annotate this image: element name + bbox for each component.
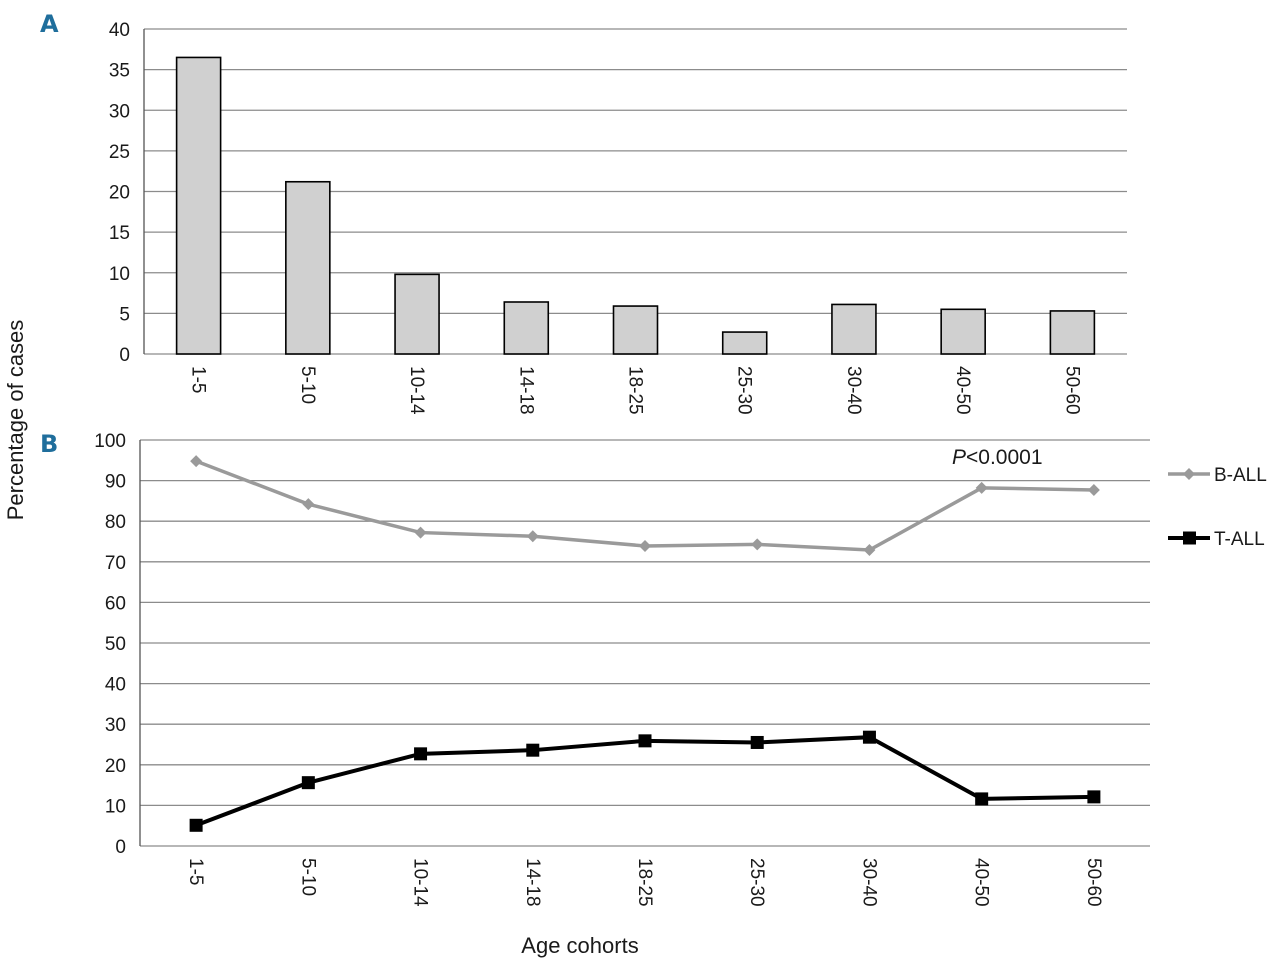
x-axis-title: Age cohorts [521,933,638,958]
p-value-text: <0.0001 [966,446,1043,469]
bars-a [175,56,1096,355]
y-tick-b-90: 90 [105,472,126,493]
point-b-all-5-10 [302,498,315,511]
line-b-all [195,459,1094,552]
p-value-annotation: P<0.0001 [952,446,1043,469]
y-tick-b-10: 10 [105,796,126,817]
point-t-all-18-25 [638,734,652,748]
y-tick-b-0: 0 [115,837,126,858]
bar-14-18 [503,301,550,355]
x-tick-a-50-60: 50-60 [1061,366,1082,415]
point-b-all-30-40 [863,544,876,557]
line-chart-panel-b: 0 10 20 30 40 50 60 70 80 90 100 1-5 5-10 10-14 14-18… [94,431,1267,907]
point-b-all-1-5 [190,455,203,468]
y-tick-a-40: 40 [109,20,130,41]
x-tick-a-30-40: 30-40 [843,366,864,415]
point-t-all-5-10 [301,776,315,790]
point-b-all-10-14 [414,526,427,539]
x-tick-b-10-14: 10-14 [410,858,431,907]
point-t-all-25-30 [750,735,764,749]
x-ticks-a: 1-5 5-10 10-14 14-18 18-25 25-30 30-40 40-50 50-… [188,366,1083,415]
x-tick-b-50-60: 50-60 [1083,858,1104,907]
x-tick-b-25-30: 25-30 [746,858,767,907]
y-tick-a-20: 20 [109,183,130,204]
bar-40-50 [940,308,986,355]
y-tick-b-30: 30 [105,715,126,736]
x-ticks-b: 1-5 5-10 10-14 14-18 18-25 25-30 30-40 40-50 50-… [185,858,1104,907]
bar-25-30 [721,331,768,355]
legend-label-t-all: T-ALL [1214,529,1265,550]
y-ticks-a: 0 5 10 15 20 25 30 35 40 [109,20,130,366]
point-t-all-10-14 [414,747,428,761]
x-tick-a-10-14: 10-14 [406,366,427,415]
point-t-all-14-18 [526,743,540,757]
legend-marker-b-all [1183,468,1195,480]
y-tick-b-40: 40 [105,675,126,696]
bar-18-25 [612,305,659,355]
point-t-all-50-60 [1087,790,1101,804]
legend-item-t-all: T-ALL [1168,529,1265,550]
p-value-symbol: P [952,446,966,469]
panel-label-b: B [40,430,58,458]
x-tick-a-18-25: 18-25 [625,366,646,415]
y-tick-b-50: 50 [105,634,126,655]
y-tick-a-25: 25 [109,142,130,163]
bar-10-14 [394,273,440,355]
legend-label-b-all: B-ALL [1214,465,1267,486]
point-b-all-50-60 [1087,483,1100,496]
legend-marker-t-all [1183,531,1196,545]
lines-b [189,455,1101,832]
x-tick-b-18-25: 18-25 [634,858,655,907]
y-tick-b-80: 80 [105,512,126,533]
y-axis-title: Percentage of cases [3,320,28,521]
legend-item-b-all: B-ALL [1168,465,1267,486]
point-t-all-1-5 [189,818,203,832]
point-t-all-40-50 [975,792,989,806]
y-tick-b-60: 60 [105,593,126,614]
y-tick-b-70: 70 [105,553,126,574]
line-t-all [195,735,1094,828]
bar-30-40 [831,303,877,355]
x-tick-b-40-50: 40-50 [971,858,992,907]
point-b-all-40-50 [975,481,988,494]
legend: B-ALL T-ALL [1168,465,1267,550]
bar-chart-panel-a: 0 5 10 15 20 25 30 35 40 1-5 5-10 10-14 14-18 18-25 2… [109,20,1127,415]
y-ticks-b: 0 10 20 30 40 50 60 70 80 90 100 [94,431,126,858]
x-tick-a-1-5: 1-5 [188,366,209,393]
point-b-all-25-30 [751,538,764,551]
x-tick-a-14-18: 14-18 [515,366,536,415]
x-tick-a-5-10: 5-10 [297,366,318,404]
y-tick-a-15: 15 [109,223,130,244]
point-b-all-18-25 [639,539,651,552]
y-tick-a-5: 5 [119,304,130,325]
bar-5-10 [285,180,331,355]
x-tick-a-40-50: 40-50 [952,366,973,415]
bar-1-5 [175,56,222,355]
x-tick-b-14-18: 14-18 [522,858,543,907]
y-tick-b-100: 100 [94,431,126,452]
point-b-all-14-18 [526,530,539,543]
panel-label-a: A [40,10,59,38]
y-tick-b-20: 20 [105,756,126,777]
y-tick-a-35: 35 [109,61,130,82]
x-tick-b-5-10: 5-10 [297,858,318,896]
grid-b [139,439,1150,847]
y-tick-a-30: 30 [109,101,130,122]
bar-50-60 [1049,310,1096,355]
x-tick-a-25-30: 25-30 [734,366,755,415]
point-t-all-30-40 [862,730,876,744]
x-tick-b-30-40: 30-40 [858,858,879,907]
x-tick-b-1-5: 1-5 [185,858,206,885]
y-tick-a-0: 0 [119,345,130,366]
y-tick-a-10: 10 [109,264,130,285]
